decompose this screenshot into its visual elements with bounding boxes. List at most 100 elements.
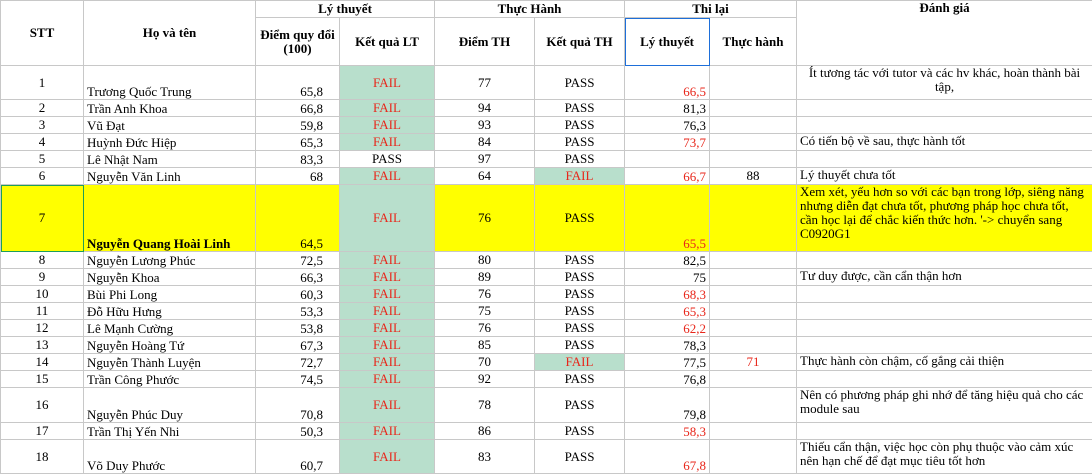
cell-eval[interactable] <box>796 422 1092 440</box>
cell-retake-practice[interactable]: 88 <box>709 167 798 185</box>
cell-retake-practice[interactable] <box>709 133 798 151</box>
cell-name[interactable]: Võ Duy Phước <box>83 439 256 474</box>
cell-practice-result[interactable]: PASS <box>533 422 626 440</box>
cell-theory-result[interactable]: FAIL <box>339 268 435 286</box>
cell-practice-result[interactable]: PASS <box>533 268 626 286</box>
cell-retake-practice[interactable] <box>709 184 798 252</box>
cell-theory-score[interactable]: 66,3 <box>255 268 340 286</box>
cell-practice-score[interactable]: 76 <box>434 285 535 303</box>
cell-retake-theory[interactable]: 68,3 <box>624 285 711 303</box>
cell-retake-theory[interactable]: 78,3 <box>624 336 711 354</box>
cell-practice-result[interactable]: PASS <box>533 302 626 320</box>
cell-theory-result[interactable]: FAIL <box>339 116 435 134</box>
cell-theory-result[interactable]: FAIL <box>339 65 435 100</box>
cell-retake-theory[interactable] <box>624 150 711 168</box>
cell-eval[interactable] <box>796 302 1092 320</box>
header-practice-result[interactable]: Kết quả TH <box>533 17 626 66</box>
header-theory-score[interactable]: Điểm quy đổi (100) <box>255 17 340 66</box>
header-name[interactable]: Họ và tên <box>83 0 256 66</box>
cell-practice-result[interactable]: PASS <box>533 439 626 474</box>
cell-practice-result[interactable]: PASS <box>533 319 626 337</box>
cell-practice-result[interactable]: FAIL <box>533 353 626 371</box>
cell-theory-result[interactable]: FAIL <box>339 167 435 185</box>
cell-eval[interactable]: Thiếu cẩn thận, việc học còn phụ thuộc v… <box>796 439 1092 474</box>
cell-theory-score[interactable]: 50,3 <box>255 422 340 440</box>
cell-theory-score[interactable]: 68 <box>255 167 340 185</box>
header-theory-result[interactable]: Kết quả LT <box>339 17 435 66</box>
cell-retake-practice[interactable] <box>709 116 798 134</box>
cell-theory-score[interactable]: 64,5 <box>255 184 340 252</box>
header-theory-group[interactable]: Lý thuyết <box>255 0 435 18</box>
cell-stt[interactable]: 6 <box>0 167 84 185</box>
cell-theory-result[interactable]: PASS <box>339 150 435 168</box>
cell-practice-result[interactable]: PASS <box>533 116 626 134</box>
cell-retake-theory[interactable]: 62,2 <box>624 319 711 337</box>
cell-stt[interactable]: 8 <box>0 251 84 269</box>
header-stt[interactable]: STT <box>0 0 84 66</box>
cell-name[interactable]: Nguyễn Văn Linh <box>83 167 256 185</box>
cell-name[interactable]: Bùi Phi Long <box>83 285 256 303</box>
cell-stt[interactable]: 13 <box>0 336 84 354</box>
cell-practice-score[interactable]: 85 <box>434 336 535 354</box>
cell-retake-theory[interactable]: 79,8 <box>624 387 711 423</box>
cell-stt[interactable]: 2 <box>0 99 84 117</box>
cell-name[interactable]: Lê Mạnh Cường <box>83 319 256 337</box>
cell-theory-score[interactable]: 53,3 <box>255 302 340 320</box>
cell-theory-result[interactable]: FAIL <box>339 387 435 423</box>
cell-stt[interactable]: 11 <box>0 302 84 320</box>
cell-name[interactable]: Lê Nhật Nam <box>83 150 256 168</box>
cell-theory-score[interactable]: 60,7 <box>255 439 340 474</box>
cell-retake-theory[interactable]: 77,5 <box>624 353 711 371</box>
cell-name[interactable]: Trần Anh Khoa <box>83 99 256 117</box>
cell-name[interactable]: Nguyễn Quang Hoài Linh <box>83 184 256 252</box>
cell-practice-result[interactable]: PASS <box>533 370 626 388</box>
cell-retake-practice[interactable] <box>709 439 798 474</box>
cell-practice-result[interactable]: PASS <box>533 184 626 252</box>
cell-theory-score[interactable]: 66,8 <box>255 99 340 117</box>
cell-practice-score[interactable]: 84 <box>434 133 535 151</box>
cell-practice-result[interactable]: PASS <box>533 65 626 100</box>
cell-eval[interactable] <box>796 370 1092 388</box>
cell-practice-result[interactable]: FAIL <box>533 167 626 185</box>
cell-retake-theory[interactable]: 76,8 <box>624 370 711 388</box>
cell-practice-score[interactable]: 70 <box>434 353 535 371</box>
cell-practice-result[interactable]: PASS <box>533 387 626 423</box>
cell-theory-score[interactable]: 74,5 <box>255 370 340 388</box>
cell-retake-practice[interactable] <box>709 370 798 388</box>
cell-theory-result[interactable]: FAIL <box>339 99 435 117</box>
cell-retake-theory[interactable]: 73,7 <box>624 133 711 151</box>
cell-stt[interactable]: 14 <box>0 353 84 371</box>
cell-stt[interactable]: 16 <box>0 387 84 423</box>
cell-theory-result[interactable]: FAIL <box>339 285 435 303</box>
cell-theory-score[interactable]: 67,3 <box>255 336 340 354</box>
cell-name[interactable]: Nguyễn Thành Luyện <box>83 353 256 371</box>
cell-theory-result[interactable]: FAIL <box>339 319 435 337</box>
cell-name[interactable]: Vũ Đạt <box>83 116 256 134</box>
cell-retake-theory[interactable]: 75 <box>624 268 711 286</box>
cell-stt[interactable]: 15 <box>0 370 84 388</box>
cell-theory-score[interactable]: 83,3 <box>255 150 340 168</box>
header-retake-theory[interactable]: Lý thuyết <box>624 17 711 66</box>
cell-eval[interactable] <box>796 116 1092 134</box>
cell-retake-practice[interactable] <box>709 65 798 100</box>
cell-practice-score[interactable]: 86 <box>434 422 535 440</box>
cell-stt[interactable]: 1 <box>0 65 84 100</box>
cell-retake-theory[interactable]: 58,3 <box>624 422 711 440</box>
cell-retake-theory[interactable]: 66,7 <box>624 167 711 185</box>
cell-practice-score[interactable]: 78 <box>434 387 535 423</box>
cell-practice-score[interactable]: 77 <box>434 65 535 100</box>
cell-eval[interactable] <box>796 336 1092 354</box>
cell-retake-practice[interactable] <box>709 268 798 286</box>
cell-theory-result[interactable]: FAIL <box>339 336 435 354</box>
cell-practice-score[interactable]: 76 <box>434 184 535 252</box>
cell-eval[interactable]: Lý thuyết chưa tốt <box>796 167 1092 185</box>
cell-theory-score[interactable]: 72,5 <box>255 251 340 269</box>
cell-stt[interactable]: 10 <box>0 285 84 303</box>
cell-practice-score[interactable]: 76 <box>434 319 535 337</box>
cell-theory-result[interactable]: FAIL <box>339 302 435 320</box>
cell-retake-theory[interactable]: 65,5 <box>624 184 711 252</box>
cell-stt[interactable]: 12 <box>0 319 84 337</box>
cell-eval[interactable]: Tư duy được, cần cẩn thận hơn <box>796 268 1092 286</box>
cell-practice-result[interactable]: PASS <box>533 133 626 151</box>
cell-practice-score[interactable]: 93 <box>434 116 535 134</box>
